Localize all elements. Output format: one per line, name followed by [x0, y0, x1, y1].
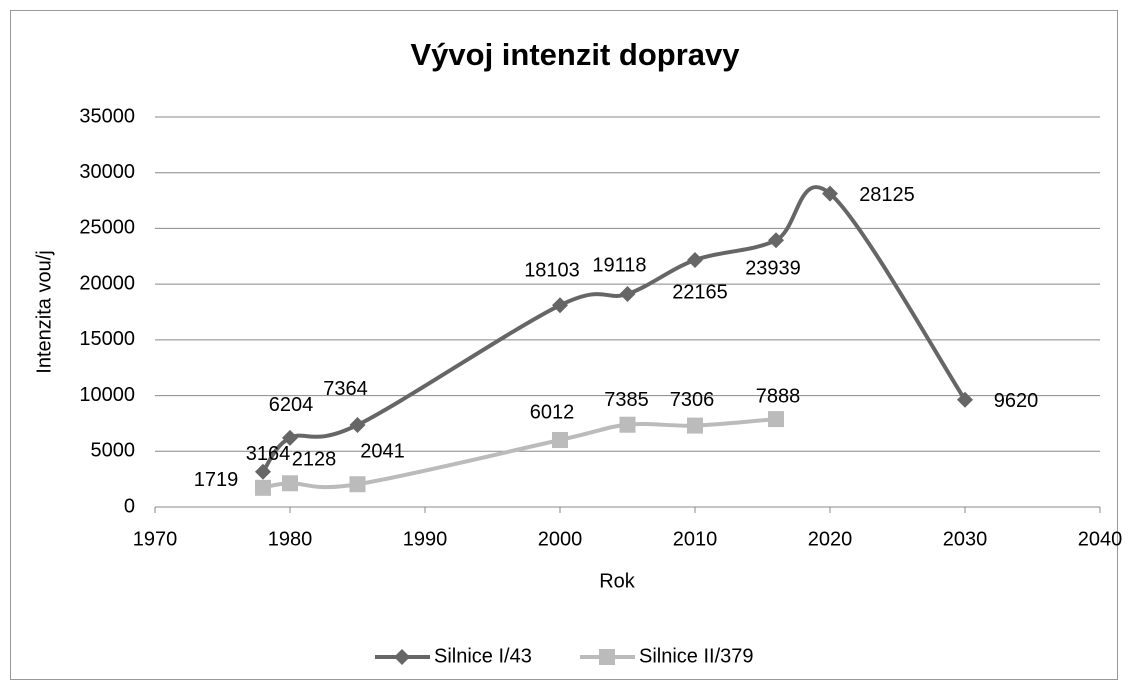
y-tick-label: 35000: [79, 105, 135, 127]
data-point: [255, 479, 271, 496]
data-label: 1719: [194, 469, 239, 491]
legend-label: Silnice II/379: [639, 645, 754, 667]
data-label: 23939: [745, 258, 801, 280]
data-point: [349, 416, 366, 433]
data-point: [957, 391, 973, 408]
y-tick-label: 0: [124, 495, 135, 517]
x-tick-label: 2030: [943, 528, 988, 550]
data-label: 22165: [672, 281, 728, 303]
data-label: 2041: [360, 441, 405, 463]
data-label: 7364: [323, 378, 368, 400]
x-tick-label: 2010: [673, 528, 718, 550]
legend-marker: [394, 649, 410, 665]
data-label: 9620: [994, 390, 1039, 412]
y-tick-label: 5000: [91, 440, 136, 462]
data-label: 7306: [670, 389, 715, 411]
data-label: 6012: [530, 401, 575, 423]
y-tick-label: 10000: [79, 384, 135, 406]
x-tick-label: 1970: [133, 528, 178, 550]
data-point: [768, 232, 784, 249]
x-tick-label: 2020: [808, 528, 853, 550]
x-tick-label: 1990: [403, 528, 448, 550]
data-label: 7888: [756, 385, 801, 407]
data-point: [768, 411, 784, 428]
data-point: [349, 476, 366, 493]
data-point: [619, 285, 636, 302]
data-label: 2128: [292, 449, 337, 471]
y-tick-label: 20000: [79, 272, 135, 294]
y-tick-label: 30000: [79, 161, 135, 183]
y-tick-label: 15000: [79, 328, 135, 350]
y-tick-label: 25000: [79, 217, 135, 239]
data-point: [619, 416, 636, 433]
legend-marker: [599, 649, 615, 665]
data-label: 18103: [524, 260, 580, 282]
data-point: [687, 417, 703, 434]
data-point: [282, 429, 298, 446]
x-tick-label: 1980: [268, 528, 313, 550]
data-label: 6204: [269, 394, 314, 416]
chart-border: [10, 10, 1118, 680]
data-point: [552, 432, 568, 449]
data-point: [255, 463, 271, 480]
y-axis-label: Intenzita vou/j: [33, 250, 55, 373]
x-axis-label: Rok: [599, 570, 636, 592]
data-label: 7385: [604, 389, 649, 411]
chart-title: Vývoj intenzit dopravy: [410, 37, 740, 72]
x-tick-label: 2040: [1078, 528, 1123, 550]
data-point: [687, 252, 703, 269]
data-label: 3164: [246, 443, 291, 465]
x-tick-label: 2000: [538, 528, 583, 550]
legend-label: Silnice I/43: [434, 645, 532, 667]
data-point: [822, 185, 838, 202]
data-label: 28125: [859, 184, 915, 206]
data-label: 19118: [592, 254, 646, 276]
data-point: [552, 297, 568, 314]
data-point: [282, 475, 298, 492]
